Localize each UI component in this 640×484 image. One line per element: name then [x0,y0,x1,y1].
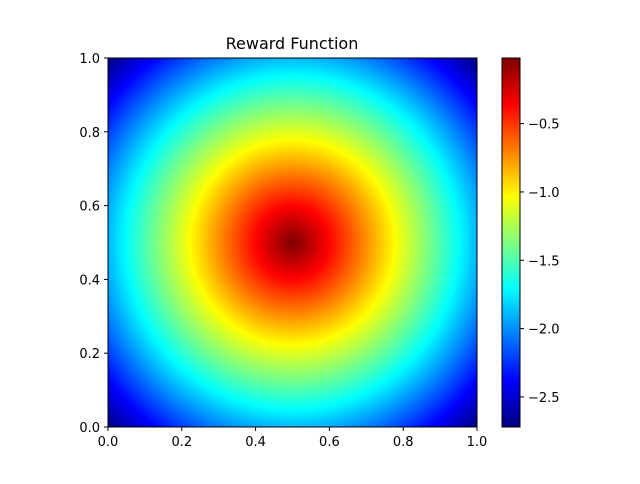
colorbar-tick-label: −1.0 [528,186,560,201]
y-tick-label: 0.6 [79,200,100,215]
y-tick-label: 0.2 [79,347,100,362]
colorbar-tick-label: −2.0 [528,323,560,338]
y-axis: 0.0 0.2 0.4 0.6 0.8 1.0 [79,52,108,436]
y-tick-label: 0.8 [79,126,100,141]
plot-area [107,57,478,428]
colorbar-ticks: −2.5 −2.0 −1.5 −1.0 −0.5 [520,118,560,406]
x-axis: 0.0 0.2 0.4 0.6 0.8 1.0 [98,427,488,450]
chart-title: Reward Function [226,34,359,53]
colorbar-tick-label: −2.5 [528,391,560,406]
y-tick-label: 0.4 [79,273,100,288]
colorbar-gradient [502,58,520,427]
x-tick-label: 0.6 [319,435,340,450]
x-tick-label: 0.0 [98,435,119,450]
x-tick-label: 0.8 [393,435,414,450]
colorbar-frame [501,57,521,428]
reward-heatmap [108,58,477,427]
y-tick-label: 0.0 [79,421,100,436]
x-tick-label: 0.4 [245,435,266,450]
colorbar: −2.5 −2.0 −1.5 −1.0 −0.5 [501,57,560,428]
colorbar-tick-label: −1.5 [528,254,560,269]
x-tick-label: 0.2 [171,435,192,450]
x-tick-label: 1.0 [467,435,488,450]
colorbar-tick-label: −0.5 [528,118,560,133]
plot-frame [107,57,478,428]
y-tick-label: 1.0 [79,52,100,67]
